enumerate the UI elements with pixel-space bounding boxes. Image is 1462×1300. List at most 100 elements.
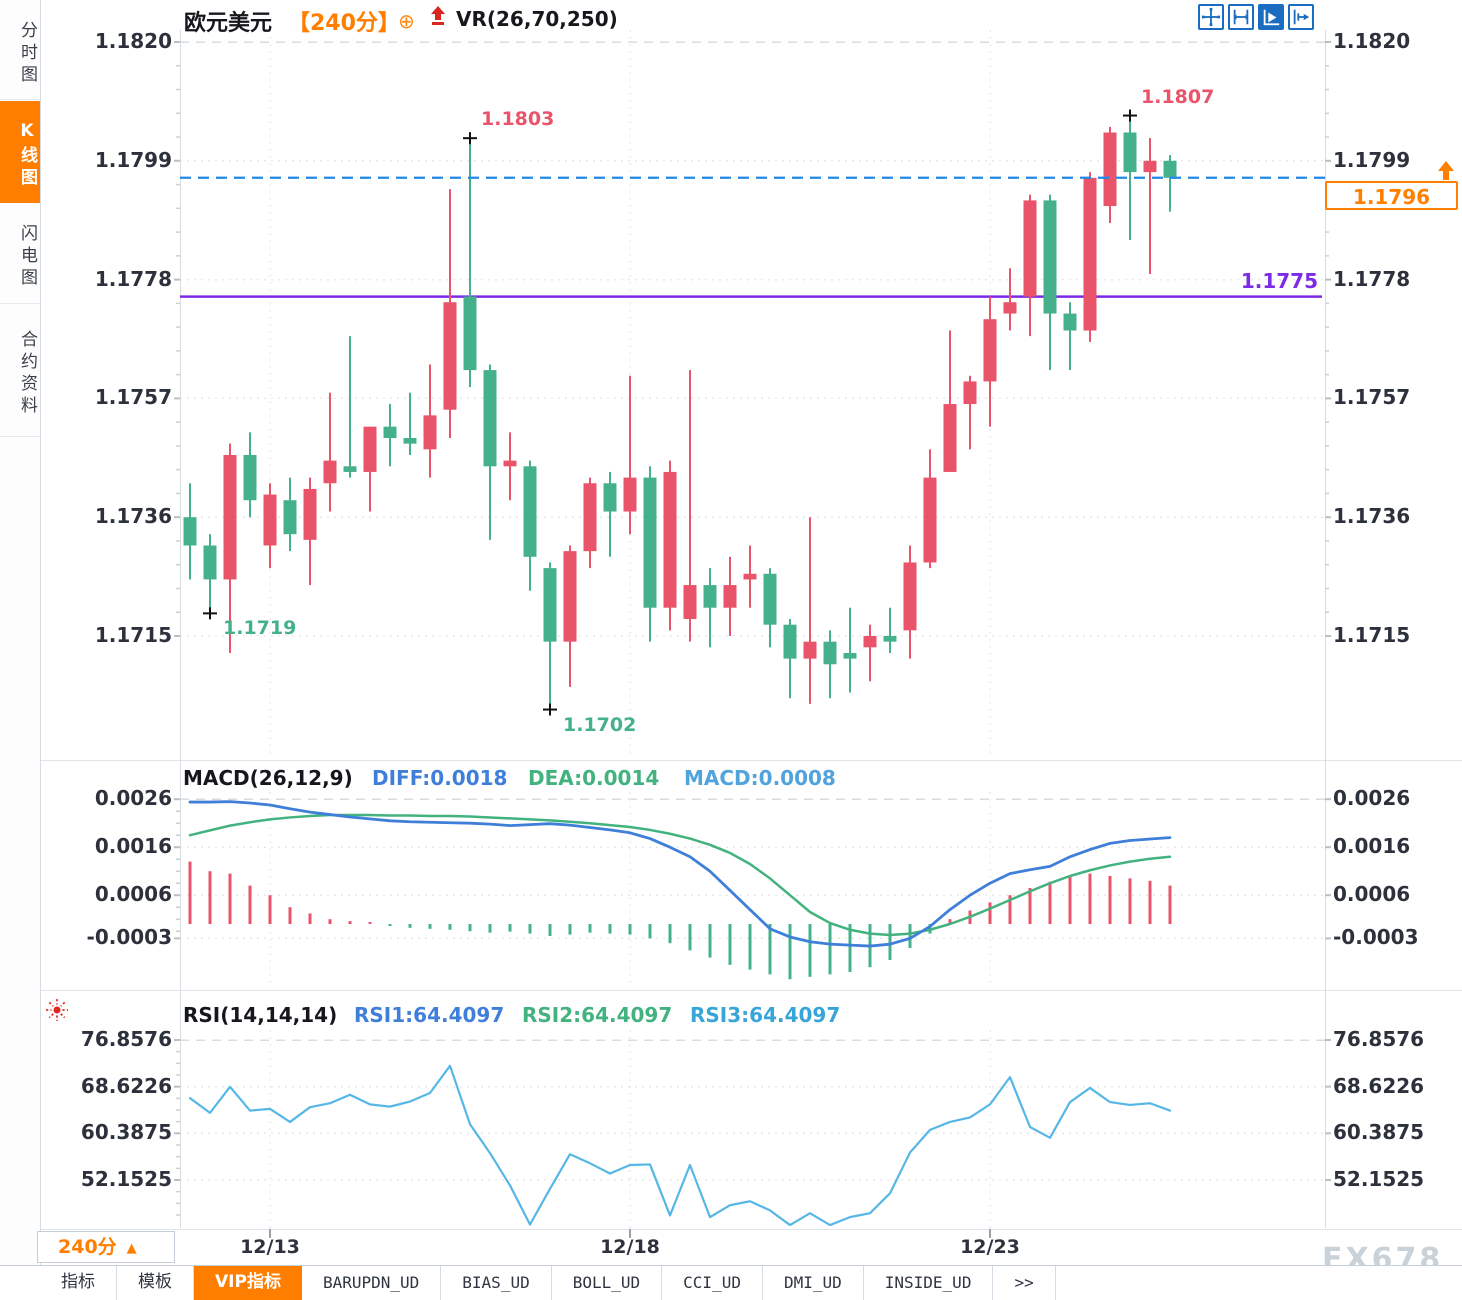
chevron-up-icon: ▲ (126, 1241, 137, 1256)
y-axis-label: 60.3875 (1333, 1120, 1425, 1145)
sidebar-item-contract-info[interactable]: 合约资料 (0, 305, 40, 437)
candle (403, 437, 417, 444)
y-axis-label: 68.6226 (1333, 1073, 1425, 1098)
y-axis-label: 0.0026 (94, 786, 172, 811)
y-axis-label: -0.0003 (86, 925, 172, 950)
price-marker-label: 1.1702 (563, 713, 637, 736)
candle (363, 426, 377, 472)
tab-BIAS_UD[interactable]: BIAS_UD (441, 1266, 552, 1300)
tab-INSIDE_UD[interactable]: INSIDE_UD (864, 1266, 994, 1300)
y-axis-label: 68.6226 (80, 1073, 172, 1098)
candle (963, 381, 977, 405)
indicator-tab-bar: 指标 模板 VIP指标 BARUPDN_UD BIAS_UD BOLL_UD CCI_UD D… (0, 1265, 1462, 1300)
candle (583, 483, 597, 552)
y-axis-label: 0.0006 (1333, 882, 1411, 907)
candle (543, 568, 557, 642)
rsi-title: RSI(14,14,14) (183, 1003, 338, 1027)
candle (763, 573, 777, 625)
rsi2-value: RSI2:64.4097 (522, 1003, 673, 1027)
timeframe-selector[interactable]: 240分 ▲ (37, 1231, 175, 1263)
sidebar-item-lightning-chart[interactable]: 闪电图 (0, 204, 40, 304)
y-axis-label: 0.0026 (1333, 786, 1411, 811)
candle (643, 477, 657, 608)
pointer-select-icon[interactable] (1258, 4, 1284, 30)
candle (1043, 200, 1057, 314)
y-axis-label: 0.0016 (1333, 834, 1411, 859)
add-indicator-icon[interactable]: ⊕ (398, 9, 415, 33)
y-axis-label: -0.0003 (1333, 925, 1419, 950)
candle (323, 460, 337, 484)
candle (563, 551, 577, 642)
exit-right-icon[interactable] (1288, 4, 1314, 30)
tab->>[interactable]: >> (993, 1266, 1056, 1300)
candle (483, 370, 497, 467)
x-axis-label: 12/18 (600, 1236, 660, 1258)
candle (723, 585, 737, 608)
x-axis-label: 12/13 (240, 1236, 300, 1258)
tab-BOLL_UD[interactable]: BOLL_UD (552, 1266, 663, 1300)
macd-dea-value: DEA:0.0014 (528, 766, 660, 790)
tab-CCI_UD[interactable]: CCI_UD (662, 1266, 763, 1300)
y-axis-label: 1.1736 (94, 504, 172, 529)
tab-模板[interactable]: 模板 (117, 1266, 194, 1300)
y-axis-label: 0.0006 (94, 882, 172, 907)
sidebar-item-kline-chart[interactable]: K线图 (0, 101, 40, 203)
axis-scale-icon[interactable] (1228, 4, 1254, 30)
y-axis-label: 1.1715 (94, 622, 172, 647)
y-axis-label: 1.1799 (94, 147, 172, 172)
y-axis-label: 0.0016 (94, 834, 172, 859)
sidebar-item-tick-chart[interactable]: 分时图 (0, 2, 40, 100)
candle (1023, 200, 1037, 297)
y-axis-label: 1.1736 (1333, 504, 1411, 529)
tab-BARUPDN_UD[interactable]: BARUPDN_UD (302, 1266, 442, 1300)
y-axis-label: 1.1757 (1333, 385, 1411, 410)
y-axis-label: 1.1820 (94, 29, 172, 53)
y-axis-label: 1.1799 (1333, 147, 1411, 172)
tab-DMI_UD[interactable]: DMI_UD (763, 1266, 864, 1300)
y-axis-label: 60.3875 (80, 1120, 172, 1145)
candle (1103, 132, 1117, 207)
macd-diff-value: DIFF:0.0018 (372, 766, 508, 790)
candle (283, 500, 297, 535)
rsi1-value: RSI1:64.4097 (354, 1003, 505, 1027)
rsi3-value: RSI3:64.4097 (690, 1003, 841, 1027)
candle (743, 573, 757, 580)
macd-macd-value: MACD:0.0008 (684, 766, 836, 790)
candle (263, 494, 277, 546)
tab-VIP指标[interactable]: VIP指标 (194, 1266, 302, 1300)
crosshair-move-icon[interactable] (1198, 4, 1224, 30)
candle (863, 635, 877, 648)
price-marker-label: 1.1803 (481, 108, 555, 131)
candle (663, 471, 677, 608)
overlay-indicator-label: VR(26,70,250) (456, 7, 618, 31)
candle (983, 319, 997, 382)
y-axis-label: 1.1715 (1333, 622, 1411, 647)
sidebar-item-label: 闪电图 (17, 223, 37, 290)
candle (1143, 160, 1157, 173)
candle (803, 641, 817, 659)
candle (1123, 132, 1137, 173)
alert-burst-icon[interactable] (45, 998, 69, 1026)
y-axis-label: 1.1757 (94, 385, 172, 410)
y-axis-label: 1.1778 (1333, 266, 1411, 291)
candle (823, 641, 837, 665)
candle (883, 635, 897, 642)
tab-指标[interactable]: 指标 (40, 1266, 117, 1300)
candle (383, 426, 397, 438)
timeframe-label: 【240分】 (288, 11, 400, 36)
y-axis-label: 1.1820 (1333, 29, 1411, 53)
y-axis-label: 76.8576 (80, 1027, 172, 1051)
candle (1003, 302, 1017, 314)
candle (843, 652, 857, 659)
price-marker-label: 1.1807 (1141, 85, 1215, 108)
y-axis-label: 76.8576 (1333, 1027, 1425, 1051)
macd-title: MACD(26,12,9) (183, 766, 353, 790)
candle (303, 488, 317, 540)
candle (523, 466, 537, 557)
candle (463, 296, 477, 371)
candle (623, 477, 637, 512)
candle (423, 415, 437, 450)
symbol-title: 欧元美元 (184, 11, 273, 36)
candle (603, 483, 617, 512)
